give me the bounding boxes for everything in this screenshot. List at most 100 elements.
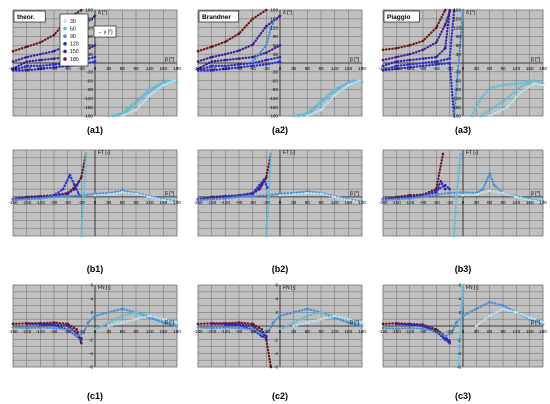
series-point bbox=[435, 330, 438, 333]
series-point bbox=[52, 324, 56, 327]
x-tick-label: 60 bbox=[487, 329, 493, 334]
series-point bbox=[278, 328, 282, 331]
series-point bbox=[421, 39, 425, 43]
x-tick-label: -150 bbox=[392, 329, 402, 334]
series-point bbox=[224, 58, 227, 62]
series-point bbox=[450, 331, 454, 335]
y-axis-label: FT [-] bbox=[466, 150, 478, 156]
panel-label: (b3) bbox=[455, 264, 472, 274]
legend-marker bbox=[63, 57, 67, 61]
series-point bbox=[506, 97, 509, 100]
y-tick-label: 120 bbox=[85, 25, 93, 30]
series-point bbox=[260, 334, 264, 338]
series-point bbox=[461, 194, 465, 197]
series-point bbox=[488, 172, 491, 175]
series-point bbox=[267, 195, 270, 199]
series-point bbox=[77, 179, 81, 183]
legend-label: 180 bbox=[70, 57, 79, 63]
series-point bbox=[89, 17, 92, 21]
x-tick-label: 180 bbox=[358, 329, 366, 334]
series-line bbox=[112, 79, 179, 118]
series-point bbox=[251, 328, 254, 331]
series-point bbox=[107, 114, 110, 118]
x-tick-label: 0 bbox=[94, 200, 97, 205]
series-point bbox=[381, 322, 385, 326]
series-point bbox=[278, 55, 282, 59]
series-point bbox=[39, 323, 42, 326]
series-point bbox=[173, 79, 177, 82]
series-point bbox=[347, 198, 350, 202]
y-tick-label: 60 bbox=[88, 43, 94, 48]
series-point bbox=[435, 26, 438, 29]
x-tick-label: -30 bbox=[446, 329, 453, 334]
series-point bbox=[52, 49, 56, 53]
series-point bbox=[265, 44, 268, 47]
x-tick-label: 150 bbox=[159, 66, 167, 71]
y-tick-label: 6 bbox=[458, 283, 461, 288]
x-tick-label: -150 bbox=[207, 66, 217, 71]
chart-panel-a2: -180 -150 -120 -90 -60 -30 0 30 60 90 120 150 180180… bbox=[193, 8, 366, 135]
series-point bbox=[224, 326, 227, 329]
series-point bbox=[475, 193, 478, 196]
series-point bbox=[25, 197, 28, 201]
x-tick-label: 0 bbox=[279, 200, 282, 205]
series-point bbox=[75, 328, 79, 331]
series-point bbox=[443, 334, 447, 338]
x-tick-label: -180 bbox=[378, 200, 388, 205]
x-tick-label: 30 bbox=[291, 329, 297, 334]
series-line bbox=[381, 8, 447, 51]
y-tick-label: 6 bbox=[90, 283, 93, 288]
chart-panel-c3: -180 -150 -120 -90 -60 -30 0 30 60 90 120 150 180 6 4 2… bbox=[378, 283, 547, 401]
x-tick-label: 180 bbox=[358, 66, 366, 71]
series-point bbox=[435, 63, 438, 66]
series-point bbox=[421, 64, 425, 68]
series-point bbox=[107, 193, 110, 196]
x-tick-label: 180 bbox=[539, 66, 547, 71]
series-point bbox=[25, 64, 28, 68]
series-point bbox=[408, 197, 411, 200]
x-tick-label: -120 bbox=[405, 200, 415, 205]
panel-label: (c1) bbox=[87, 391, 103, 401]
series-point bbox=[532, 79, 536, 82]
x-tick-label: 60 bbox=[487, 66, 493, 71]
x-tick-label: -180 bbox=[378, 329, 388, 334]
series-point bbox=[111, 114, 115, 118]
series-point bbox=[148, 316, 151, 320]
y-tick-label: 180 bbox=[453, 8, 461, 13]
x-tick-label: -60 bbox=[64, 66, 71, 71]
x-tick-label: 120 bbox=[146, 329, 154, 334]
x-tick-label: -60 bbox=[433, 66, 440, 71]
x-tick-label: 150 bbox=[344, 66, 352, 71]
series-point bbox=[237, 32, 241, 35]
series-point bbox=[459, 152, 463, 156]
x-tick-label: 30 bbox=[106, 66, 112, 71]
x-tick-label: 30 bbox=[291, 200, 297, 205]
series-line bbox=[251, 17, 277, 63]
x-tick-label: 0 bbox=[279, 66, 282, 71]
series-point bbox=[395, 64, 398, 68]
series-point bbox=[162, 83, 165, 87]
series-point bbox=[75, 331, 79, 335]
x-tick-label: 180 bbox=[173, 329, 181, 334]
legend-label: 30 bbox=[70, 19, 76, 25]
panel-label: (a2) bbox=[272, 125, 288, 135]
series-point bbox=[251, 17, 254, 21]
x-tick-label: 180 bbox=[539, 200, 547, 205]
series-point bbox=[11, 69, 15, 72]
series-point bbox=[224, 67, 227, 71]
y-tick-label: 2 bbox=[275, 310, 278, 315]
series-point bbox=[93, 328, 97, 331]
series-point bbox=[237, 49, 241, 52]
series-point bbox=[278, 44, 282, 47]
series-point bbox=[488, 314, 491, 318]
series-point bbox=[337, 86, 341, 90]
series-point bbox=[292, 311, 295, 314]
x-tick-label: -180 bbox=[378, 66, 388, 71]
x-axis-label: β [°] bbox=[165, 191, 175, 197]
series-point bbox=[395, 322, 398, 326]
y-tick-label: 90 bbox=[273, 34, 279, 39]
series-point bbox=[461, 8, 465, 12]
series-point bbox=[435, 193, 438, 196]
series-line bbox=[80, 152, 88, 238]
series-point bbox=[492, 183, 496, 187]
